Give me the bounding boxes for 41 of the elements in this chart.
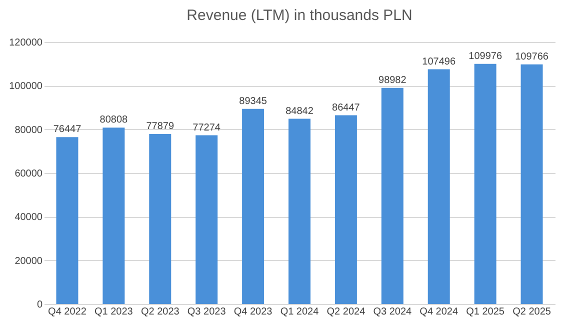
x-tick-label: Q1 2024 [280, 306, 320, 318]
bar [381, 88, 404, 304]
y-tick-label: 20000 [14, 256, 43, 267]
data-label: 77879 [146, 120, 174, 132]
bar [334, 115, 357, 304]
data-label: 86447 [332, 102, 360, 114]
data-label: 84842 [286, 106, 314, 117]
x-tick-label: Q3 2024 [373, 306, 412, 318]
x-tick-label: Q2 2024 [326, 306, 366, 318]
bar [428, 69, 450, 304]
data-label: 76447 [53, 124, 82, 136]
data-label: 80808 [100, 114, 128, 126]
y-tick-label: 80000 [14, 124, 43, 136]
y-tick-label: 60000 [14, 168, 43, 180]
y-tick-label: 120000 [9, 38, 43, 48]
bar [474, 64, 496, 304]
bar [520, 64, 543, 304]
y-tick-label: 40000 [14, 212, 43, 224]
data-label: 107496 [422, 56, 456, 68]
data-label: 89345 [239, 96, 268, 107]
x-tick-label: Q1 2025 [466, 306, 505, 318]
data-label: 77274 [192, 122, 221, 134]
bar [149, 134, 172, 304]
x-tick-label: Q3 2023 [187, 306, 226, 318]
y-tick-label: 100000 [9, 81, 43, 92]
bar [102, 128, 125, 304]
data-label: 109766 [515, 51, 549, 62]
x-tick-label: Q4 2024 [420, 306, 458, 318]
bar [196, 135, 218, 304]
bar [288, 118, 310, 304]
bar [242, 108, 264, 304]
y-tick-label: 0 [36, 300, 43, 310]
bar [56, 137, 78, 304]
chart-title: Revenue (LTM) in thousands PLN [186, 7, 412, 24]
x-tick-label: Q2 2023 [140, 306, 180, 318]
x-tick-label: Q2 2025 [512, 306, 552, 318]
x-tick-label: Q4 2022 [48, 306, 87, 318]
x-tick-label: Q1 2023 [94, 306, 134, 318]
data-label: 109976 [468, 50, 502, 62]
x-tick-label: Q4 2023 [234, 306, 273, 318]
data-label: 98982 [378, 74, 407, 86]
